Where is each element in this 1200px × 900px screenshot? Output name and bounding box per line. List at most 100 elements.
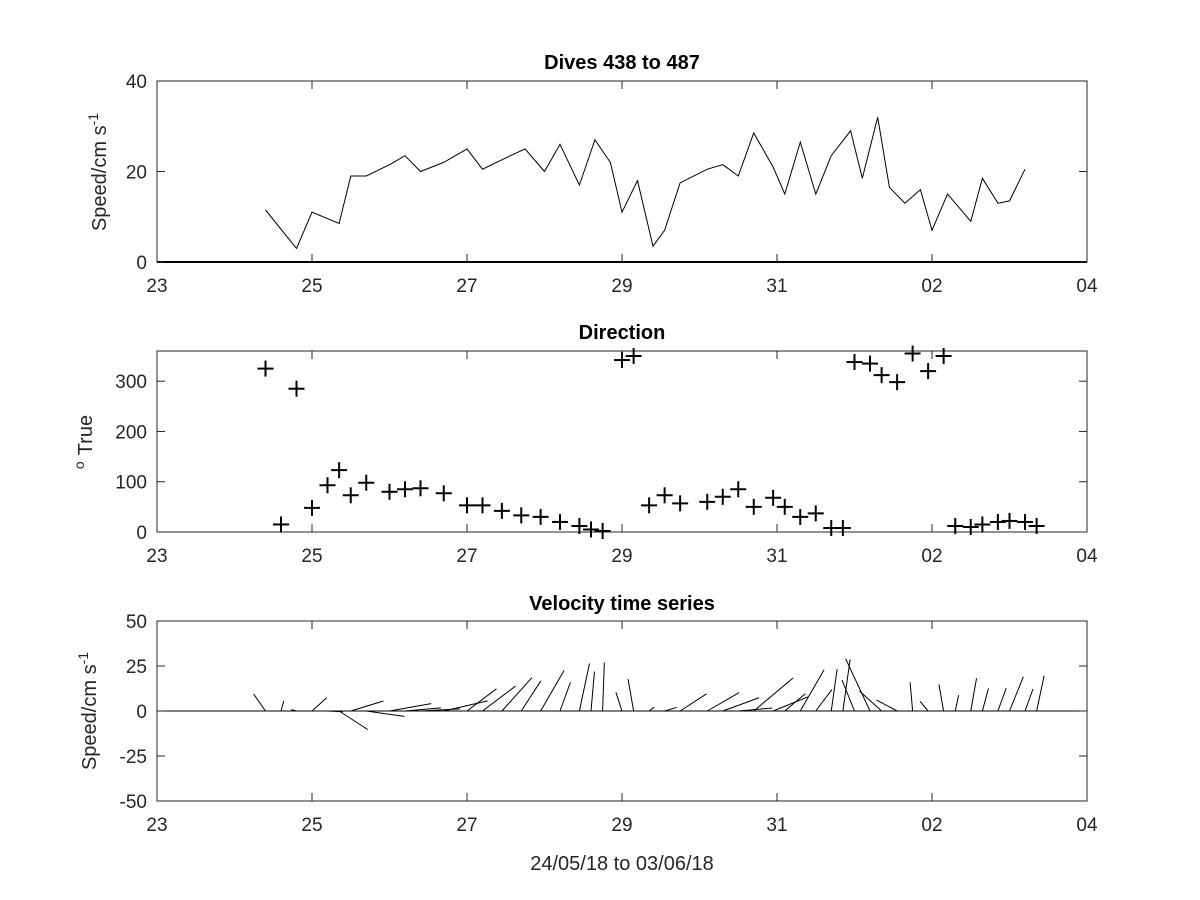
- direction-point: [792, 508, 809, 525]
- direction-point: [989, 513, 1006, 530]
- velocity-stick: [338, 710, 369, 731]
- direction-point: [947, 517, 964, 534]
- direction-point: [1028, 517, 1045, 534]
- direction-point: [834, 519, 851, 536]
- direction-point: [412, 480, 429, 497]
- direction-point: [862, 355, 878, 372]
- x-tick-label: 29: [611, 546, 632, 567]
- direction-point: [304, 499, 320, 516]
- y-tick-label: 20: [126, 163, 147, 184]
- x-tick-label: 31: [766, 815, 787, 836]
- velocity-series-group: [157, 658, 1087, 731]
- speed-panel-title: Dives 438 to 487: [544, 52, 700, 74]
- direction-point: [672, 495, 689, 512]
- velocity-stick: [389, 703, 432, 712]
- velocity-stick: [707, 692, 740, 712]
- x-tick-label: 02: [921, 276, 942, 297]
- x-tick-label: 02: [921, 815, 942, 836]
- velocity-panel: 23 25 27 29 31 02 04 -50 -25 0 25 50 Velocity time …: [75, 593, 1098, 875]
- direction-point: [807, 505, 824, 522]
- direction-point: [358, 474, 375, 491]
- x-tick-label: 29: [611, 815, 632, 836]
- velocity-stick: [466, 688, 497, 712]
- speed-y-axis-label: Speed/cm s-1: [85, 113, 111, 231]
- velocity-stick: [664, 706, 677, 712]
- y-tick-label: 50: [126, 612, 147, 633]
- y-tick-label: 0: [136, 702, 147, 723]
- velocity-stick: [919, 701, 929, 712]
- y-tick-label: -25: [120, 747, 147, 768]
- direction-point: [776, 498, 793, 515]
- direction-point: [257, 360, 274, 377]
- x-tick-label: 04: [1076, 546, 1098, 567]
- velocity-stick: [590, 671, 595, 712]
- velocity-stick: [876, 699, 898, 712]
- x-tick-label: 27: [456, 546, 477, 567]
- velocity-stick: [842, 659, 851, 712]
- direction-point: [904, 345, 921, 362]
- velocity-stick: [578, 663, 590, 712]
- x-tick-label: 23: [146, 546, 167, 567]
- x-tick-label: 29: [611, 276, 632, 297]
- direction-point: [493, 502, 510, 519]
- direction-point: [714, 488, 731, 505]
- direction-point: [765, 489, 782, 506]
- velocity-stick: [845, 658, 871, 712]
- direction-point: [532, 508, 549, 525]
- direction-point: [889, 374, 906, 391]
- y-tick-label: 0: [136, 523, 147, 544]
- direction-point: [435, 485, 452, 502]
- velocity-stick: [311, 697, 328, 712]
- x-tick-label: 04: [1076, 276, 1098, 297]
- velocity-stick: [722, 697, 760, 712]
- y-tick-label: 100: [115, 473, 147, 494]
- direction-point: [583, 521, 599, 538]
- speed-axes-frame: [156, 80, 1088, 263]
- velocity-stick: [627, 679, 635, 712]
- direction-point: [319, 477, 336, 494]
- direction-point: [641, 497, 658, 514]
- direction-point: [873, 367, 890, 384]
- y-tick-label: 0: [136, 253, 147, 274]
- direction-panel: 23 25 27 29 31 02 04 0 100 200 300 Direction oTrue: [71, 322, 1098, 567]
- speed-panel: 23 25 27 29 31 02 04 0 20 40 Dives 438 to 487 Spe…: [85, 52, 1098, 297]
- velocity-stick: [540, 670, 565, 712]
- direction-point: [571, 517, 588, 534]
- direction-y-axis-label: oTrue: [71, 415, 97, 469]
- x-tick-label: 25: [301, 546, 322, 567]
- velocity-x-axis-label: 24/05/18 to 03/06/18: [530, 853, 714, 875]
- direction-panel-title: Direction: [579, 322, 666, 344]
- x-tick-label: 27: [456, 815, 477, 836]
- velocity-y-axis-label: Speed/cm s-1: [75, 652, 101, 770]
- direction-point: [594, 522, 611, 539]
- direction-point: [935, 348, 952, 365]
- velocity-stick: [954, 695, 960, 712]
- direction-point: [474, 497, 491, 514]
- velocity-stick: [615, 692, 623, 712]
- x-tick-label: 31: [766, 546, 787, 567]
- direction-axes-frame: [156, 350, 1088, 533]
- speed-line: [265, 117, 1026, 250]
- direction-ticks-group: 23 25 27 29 31 02 04 0 100 200 300: [115, 351, 1098, 567]
- velocity-stick: [799, 669, 825, 712]
- velocity-stick: [482, 685, 516, 712]
- direction-point: [625, 348, 642, 365]
- direction-point: [656, 487, 673, 504]
- velocity-panel-title: Velocity time series: [529, 593, 715, 615]
- direction-point: [381, 483, 398, 500]
- direction-point: [552, 513, 568, 530]
- y-tick-label: 300: [115, 372, 147, 393]
- velocity-stick: [981, 688, 989, 712]
- velocity-stick: [859, 690, 882, 712]
- x-tick-label: 23: [146, 276, 167, 297]
- direction-point: [397, 481, 413, 498]
- velocity-stick: [938, 684, 945, 712]
- direction-point: [730, 481, 747, 498]
- direction-point: [288, 380, 305, 397]
- direction-point: [699, 493, 716, 510]
- x-tick-label: 25: [301, 815, 322, 836]
- direction-point: [846, 354, 863, 371]
- velocity-stick: [784, 693, 806, 712]
- velocity-stick: [1009, 676, 1024, 712]
